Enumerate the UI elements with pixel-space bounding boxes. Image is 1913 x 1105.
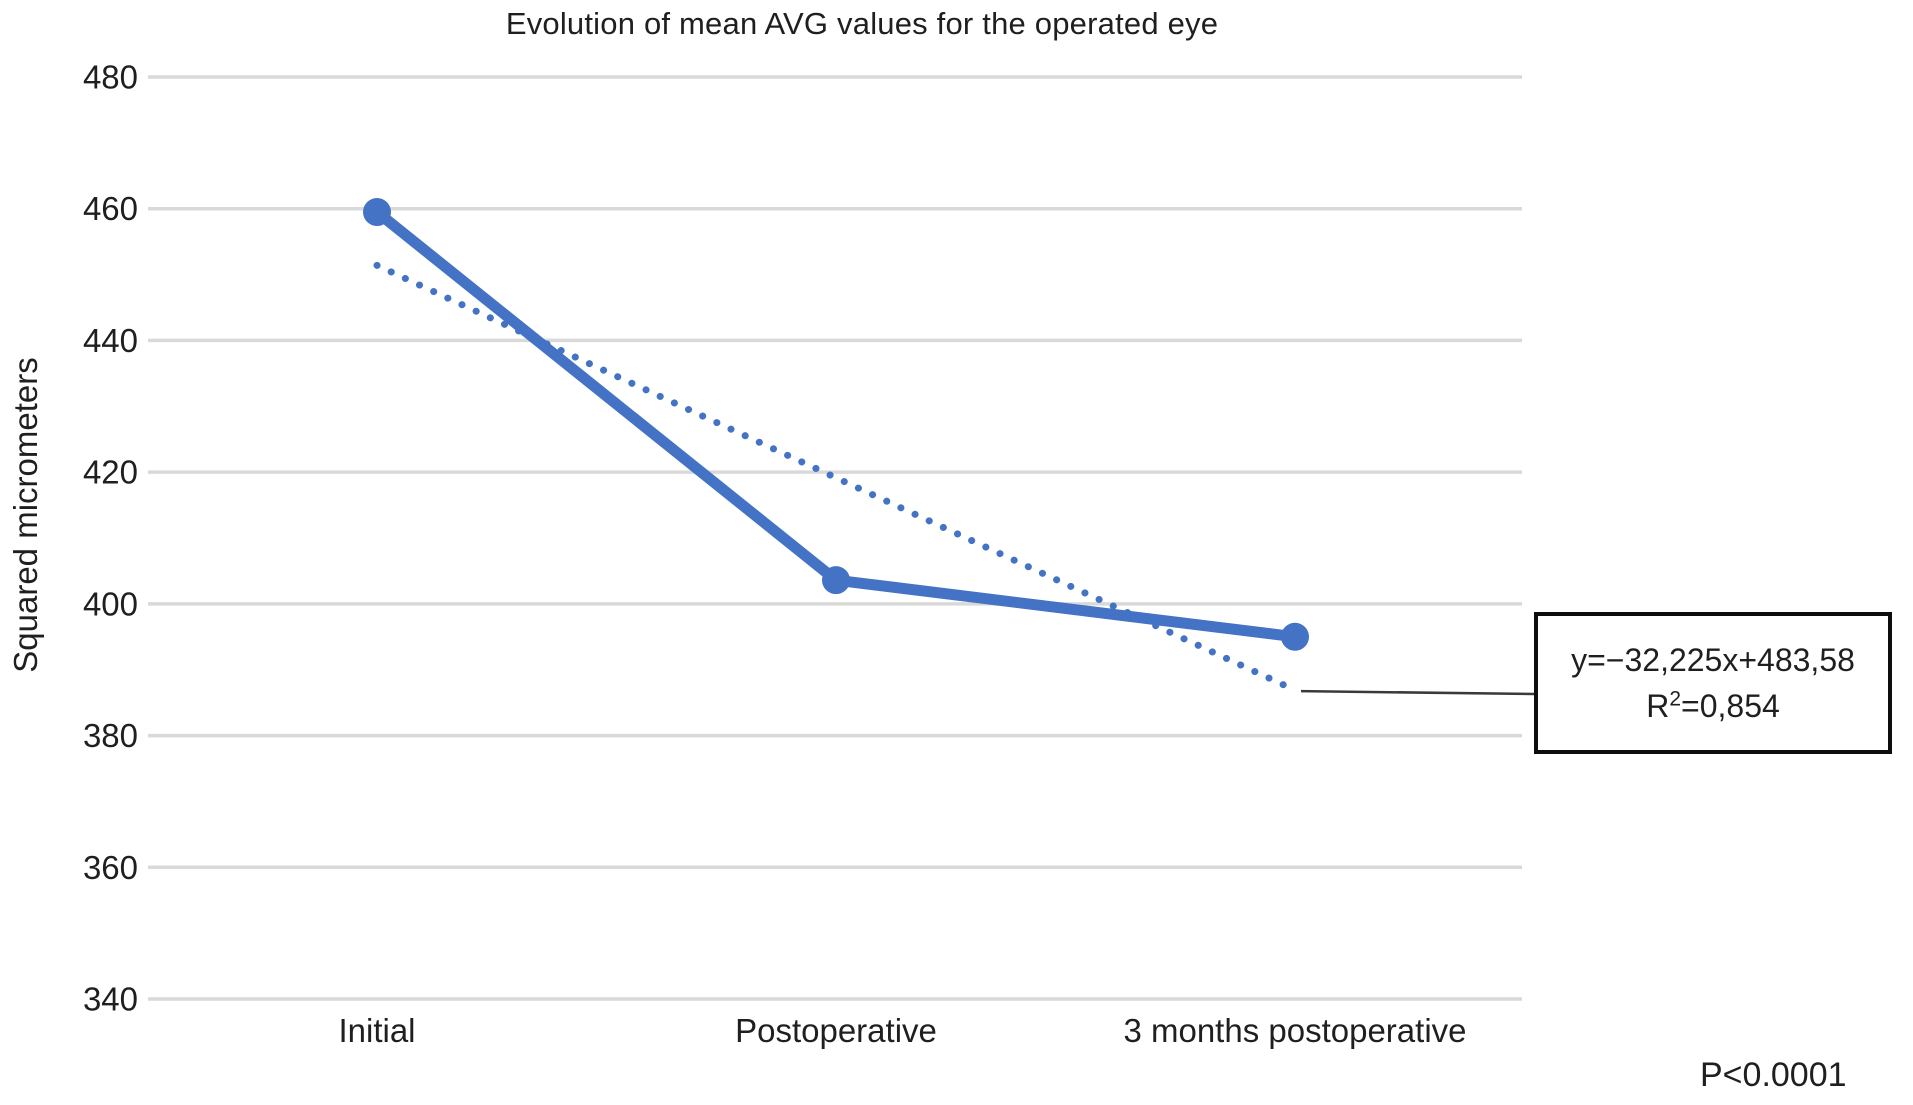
y-tick-label: 380 [83,717,138,754]
x-axis-label: Postoperative [735,1012,937,1049]
r-squared-base: R [1646,688,1670,724]
y-tick-label: 460 [83,190,138,227]
data-point-marker [1281,622,1309,651]
p-value-label: P<0.0001 [1700,1056,1847,1094]
chart-title: Evolution of mean AVG values for the ope… [505,6,1219,41]
r-squared-rest: =0,854 [1681,688,1780,724]
y-tick-label: 360 [83,849,138,886]
y-tick-label: 400 [83,585,138,622]
r-squared-superscript: 2 [1669,687,1682,711]
trendline-annotation-box: y=−32,225x+483,58 R2=0,854 [1534,612,1892,754]
y-tick-label: 340 [83,981,138,1018]
data-point-marker [822,566,850,595]
r-squared-value: R2=0,854 [1646,683,1780,729]
y-tick-label: 420 [83,454,138,491]
y-tick-label: 480 [83,59,138,96]
annotation-connector-line [1300,689,1535,696]
data-point-marker [363,198,391,227]
x-axis-label: 3 months postoperative [1123,1012,1466,1049]
y-tick-label: 440 [83,322,138,359]
trendline-equation: y=−32,225x+483,58 [1571,641,1855,678]
x-axis-label: Initial [338,1012,415,1049]
